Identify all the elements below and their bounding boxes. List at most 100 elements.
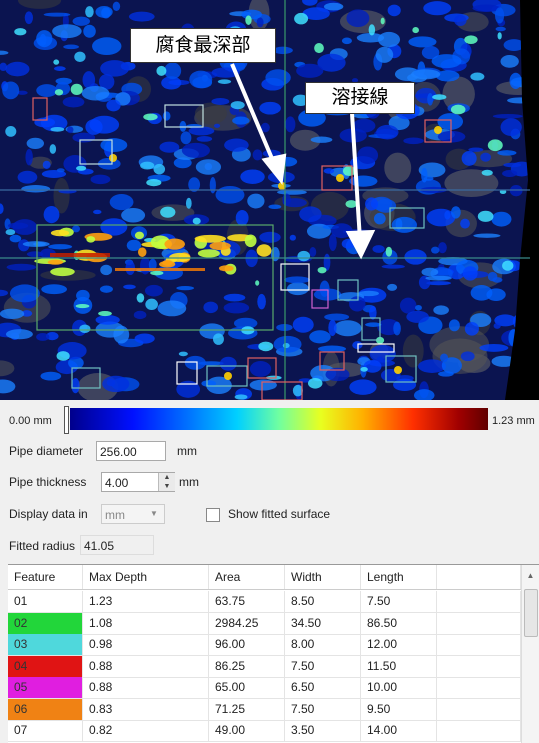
heat-blob <box>102 376 129 392</box>
column-header: Feature <box>8 565 83 589</box>
heat-blob <box>182 143 210 158</box>
table-cell: 9.50 <box>361 699 437 720</box>
heat-blob <box>231 101 245 109</box>
heat-blob <box>36 30 52 47</box>
heat-blob <box>257 244 272 257</box>
heat-blob <box>318 345 346 352</box>
heat-blob <box>50 268 75 277</box>
spin-buttons[interactable]: ▲▼ <box>158 473 175 491</box>
heat-blob <box>462 151 477 166</box>
heat-blob <box>18 171 38 184</box>
heat-blob <box>241 10 262 20</box>
heat-blob <box>250 380 277 391</box>
heat-blob <box>376 125 398 140</box>
heat-blob <box>2 81 19 99</box>
heat-blob <box>121 208 145 223</box>
heat-blob <box>296 64 323 78</box>
scroll-thumb[interactable] <box>524 589 538 637</box>
heat-blob <box>79 325 90 334</box>
heat-blob <box>213 333 224 345</box>
heat-blob <box>10 284 40 302</box>
heat-blob <box>196 159 221 174</box>
heat-blob <box>488 272 498 281</box>
heat-blob <box>93 210 101 214</box>
heat-blob <box>52 24 82 38</box>
heat-blob <box>422 268 439 276</box>
heat-blob <box>386 247 392 257</box>
text-input[interactable]: 256.00 <box>96 441 166 461</box>
heat-blob <box>50 253 110 257</box>
checkbox[interactable] <box>206 508 220 522</box>
table-cell: 3.50 <box>285 720 361 741</box>
heat-blob <box>86 236 95 242</box>
heat-blob <box>290 235 296 241</box>
table-cell <box>437 656 521 677</box>
heat-blob <box>374 213 386 224</box>
heat-blob <box>268 204 281 209</box>
heat-blob <box>210 177 216 193</box>
heat-blob <box>349 296 366 311</box>
heat-blob <box>376 47 394 63</box>
table-cell <box>437 720 521 741</box>
table-cell: 49.00 <box>209 720 285 741</box>
heat-blob <box>50 127 64 132</box>
table-cell: 71.25 <box>209 699 285 720</box>
heat-blob <box>271 247 280 261</box>
heat-blob <box>245 234 257 247</box>
heat-blob <box>427 93 433 105</box>
heat-blob <box>357 146 378 164</box>
heat-blob <box>36 333 49 341</box>
heat-blob <box>100 265 112 275</box>
column-header: Width <box>285 565 361 589</box>
heat-blob <box>324 3 343 11</box>
heat-blob <box>318 267 327 273</box>
heat-blob <box>76 304 90 308</box>
heat-blob <box>328 320 336 336</box>
heat-blob <box>74 52 85 62</box>
heat-blob <box>67 126 73 133</box>
table-cell: 06 <box>8 699 83 720</box>
heat-blob <box>33 242 46 246</box>
heat-blob <box>232 117 249 125</box>
column-header: Max Depth <box>83 565 209 589</box>
heat-blob <box>27 138 44 149</box>
heat-blob <box>308 378 322 389</box>
heat-blob <box>150 271 163 276</box>
heat-blob <box>21 185 50 192</box>
heat-blob <box>115 268 205 271</box>
heat-blob <box>82 86 110 101</box>
table-cell: 10.00 <box>361 677 437 698</box>
heat-blob <box>392 217 417 233</box>
heat-blob <box>421 168 427 183</box>
heat-blob <box>255 280 259 285</box>
colorbar-handle[interactable] <box>64 406 69 434</box>
heat-blob <box>219 265 234 271</box>
heat-blob <box>63 97 85 108</box>
scrollbar[interactable]: ▲ <box>521 565 539 743</box>
heat-blob <box>101 7 111 18</box>
heat-blob <box>293 317 314 333</box>
heat-blob <box>427 209 456 227</box>
heat-blob <box>100 60 129 77</box>
heat-blob <box>470 73 484 81</box>
heat-blob <box>502 170 517 177</box>
column-header: Area <box>209 565 285 589</box>
heat-blob <box>186 198 192 209</box>
heat-blob <box>159 142 179 153</box>
heat-blob <box>211 98 229 105</box>
colorbar <box>70 408 488 430</box>
heat-blob <box>27 251 43 257</box>
heat-blob <box>5 126 16 137</box>
heat-blob <box>393 322 401 336</box>
heat-blob <box>449 319 460 331</box>
heat-blob <box>36 84 57 97</box>
heat-blob <box>134 311 147 319</box>
select-arrow: ▼ <box>150 509 158 518</box>
